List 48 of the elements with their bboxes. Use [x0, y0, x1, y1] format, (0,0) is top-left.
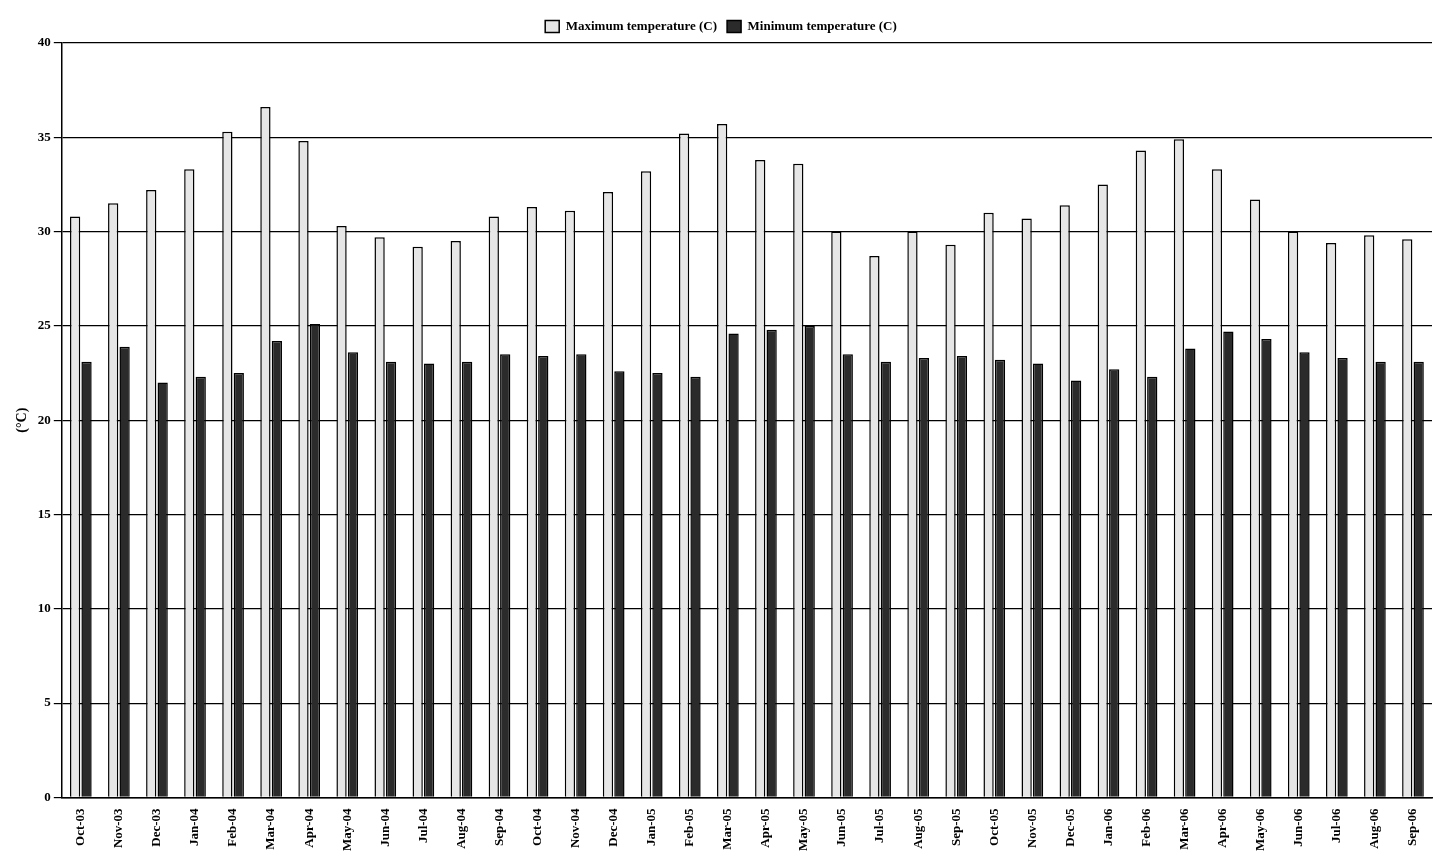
y-axis-title: (°C) — [14, 407, 31, 433]
x-tick-label: Mar-04 — [262, 807, 278, 850]
x-tick-label: Feb-06 — [1137, 807, 1153, 847]
y-tick-label: 15 — [37, 505, 52, 521]
y-tick-label: 40 — [37, 34, 51, 50]
x-tick-label: Jun-05 — [833, 807, 849, 847]
x-tick-label: Feb-05 — [681, 807, 697, 847]
x-tick-label: May-04 — [338, 807, 354, 852]
x-tick-label: Jan-04 — [186, 807, 202, 846]
x-tick-label: Jan-06 — [1099, 807, 1115, 846]
x-tick-label: Apr-05 — [757, 807, 773, 848]
x-tick-label: Oct-04 — [528, 807, 544, 846]
x-tick-label: Jun-04 — [376, 807, 392, 847]
x-tick-label: Mar-05 — [719, 807, 735, 850]
x-tick-label: Oct-03 — [72, 807, 88, 846]
x-tick-label: Apr-04 — [300, 807, 316, 848]
x-tick-label: Sep-06 — [1404, 807, 1420, 846]
x-tick-label: Feb-04 — [224, 807, 240, 847]
x-tick-label: Aug-06 — [1366, 807, 1382, 849]
x-tick-label: Jul-04 — [414, 807, 430, 844]
x-tick-label: Dec-03 — [148, 807, 164, 847]
x-tick-label: May-06 — [1252, 807, 1268, 852]
x-tick-label: May-05 — [795, 807, 811, 852]
y-tick-label: 25 — [37, 317, 52, 333]
x-tick-label: Apr-06 — [1214, 807, 1230, 848]
x-tick-label: Sep-04 — [490, 807, 506, 846]
x-tick-label: Nov-05 — [1023, 807, 1039, 849]
y-tick-label: 5 — [44, 694, 52, 710]
y-tick-label: 0 — [44, 788, 51, 804]
x-tick-label: Sep-05 — [947, 807, 963, 846]
x-tick-label: Dec-05 — [1061, 807, 1077, 847]
legend-label: Minimum temperature (C) — [747, 17, 897, 33]
y-tick-label: 30 — [37, 222, 51, 238]
x-tick-label: Nov-03 — [110, 807, 126, 849]
x-tick-label: Mar-06 — [1175, 807, 1191, 850]
x-tick-label: Aug-05 — [909, 807, 925, 849]
x-tick-label: Nov-04 — [566, 807, 582, 849]
y-tick-label: 10 — [37, 600, 51, 616]
y-tick-label: 35 — [37, 128, 52, 144]
x-tick-label: Aug-04 — [452, 807, 468, 849]
x-tick-label: Jul-06 — [1328, 807, 1344, 844]
x-tick-label: Jan-05 — [643, 807, 659, 846]
x-tick-label: Dec-04 — [605, 807, 621, 847]
x-tick-label: Jul-05 — [871, 807, 887, 844]
y-tick-label: 20 — [37, 411, 51, 427]
x-tick-label: Jun-06 — [1290, 807, 1306, 847]
legend-label: Maximum temperature (C) — [565, 17, 718, 33]
x-tick-label: Oct-05 — [985, 807, 1001, 846]
